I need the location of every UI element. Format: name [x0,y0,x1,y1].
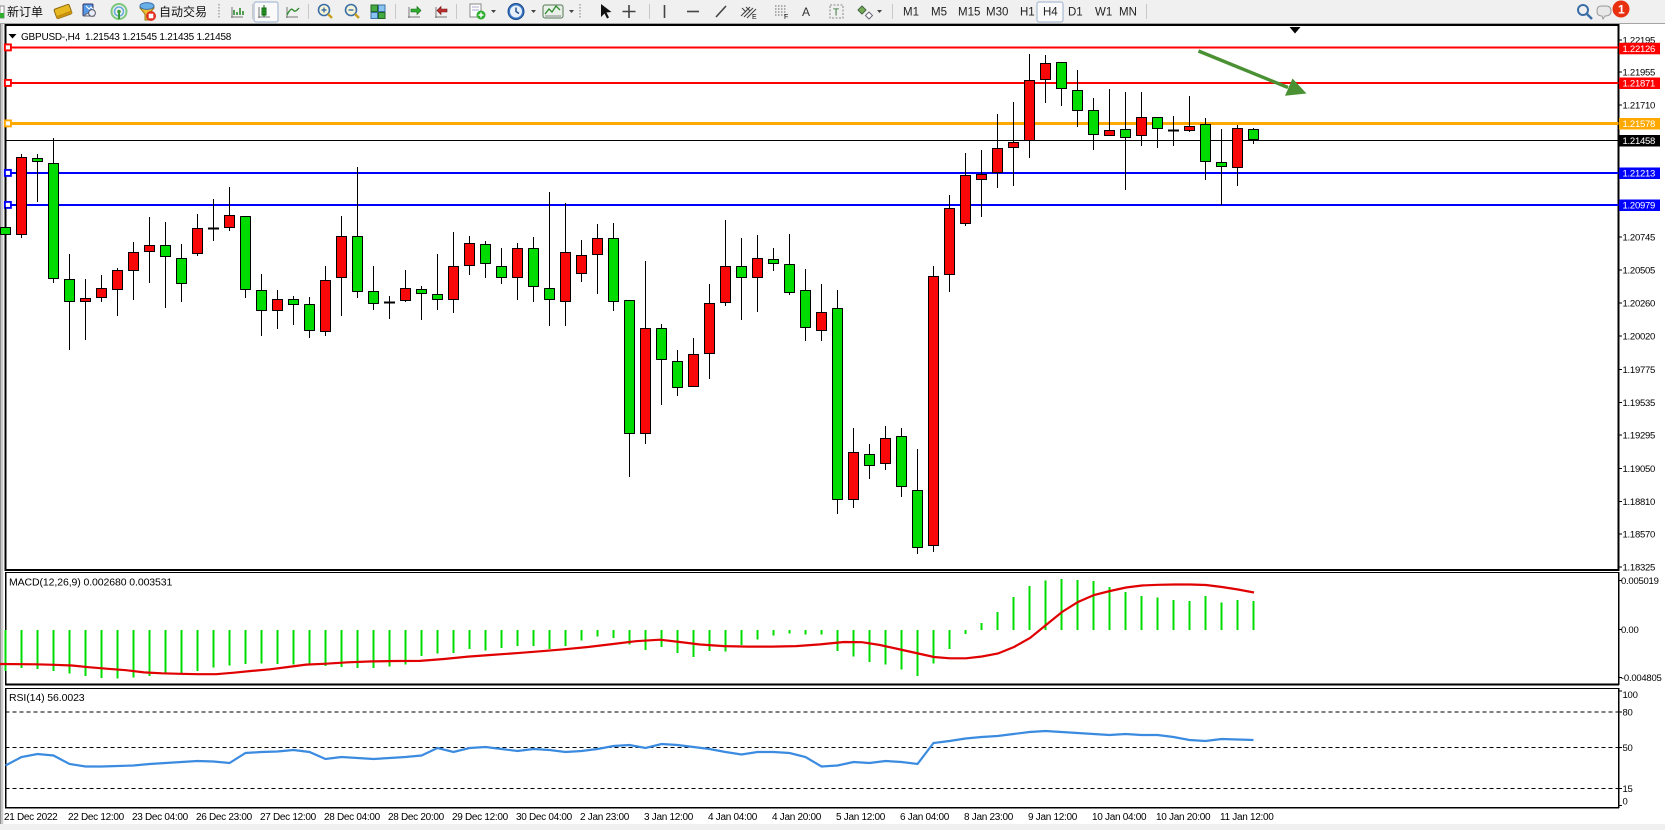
svg-text:H4: H4 [1043,7,1058,19]
svg-text:MACD(12,26,9) 0.002680 0.00353: MACD(12,26,9) 0.002680 0.003531 [9,577,173,589]
svg-text:10 Jan 04:00: 10 Jan 04:00 [1092,812,1147,823]
svg-text:1.19295: 1.19295 [1623,431,1656,442]
svg-text:H1: H1 [1020,7,1035,19]
svg-text:23 Dec 04:00: 23 Dec 04:00 [132,812,189,823]
svg-text:10 Jan 20:00: 10 Jan 20:00 [1156,812,1211,823]
svg-text:1.21710: 1.21710 [1623,101,1656,112]
svg-text:0.00: 0.00 [1621,625,1639,636]
svg-text:M5: M5 [931,7,947,19]
svg-text:4 Jan 04:00: 4 Jan 04:00 [708,812,758,823]
svg-text:22 Dec 12:00: 22 Dec 12:00 [68,812,125,823]
svg-text:5 Jan 12:00: 5 Jan 12:00 [836,812,886,823]
svg-text:A: A [802,5,810,19]
svg-text:2 Jan 23:00: 2 Jan 23:00 [580,812,630,823]
svg-text:1.18570: 1.18570 [1623,530,1656,541]
svg-text:21 Dec 2022: 21 Dec 2022 [4,812,58,823]
svg-text:6 Jan 04:00: 6 Jan 04:00 [900,812,950,823]
svg-text:28 Dec 04:00: 28 Dec 04:00 [324,812,381,823]
svg-text:8 Jan 23:00: 8 Jan 23:00 [964,812,1014,823]
svg-text:M30: M30 [986,7,1008,19]
svg-text:D1: D1 [1068,7,1083,19]
svg-text:9 Jan 12:00: 9 Jan 12:00 [1028,812,1078,823]
svg-text:T: T [833,8,839,19]
svg-text:1.20505: 1.20505 [1623,266,1656,277]
svg-text:1.21955: 1.21955 [1623,68,1656,79]
svg-text:0: 0 [1623,797,1628,808]
svg-text:1.19050: 1.19050 [1623,464,1656,475]
svg-text:1.20979: 1.20979 [1623,201,1656,212]
svg-text:W1: W1 [1095,7,1112,19]
svg-text:27 Dec 12:00: 27 Dec 12:00 [260,812,317,823]
svg-text:自动交易: 自动交易 [159,4,207,19]
svg-text:26 Dec 23:00: 26 Dec 23:00 [196,812,253,823]
svg-text:100: 100 [1623,690,1638,701]
svg-text:MN: MN [1119,7,1137,19]
svg-text:3 Jan 12:00: 3 Jan 12:00 [644,812,694,823]
svg-text:4 Jan 20:00: 4 Jan 20:00 [772,812,822,823]
svg-text:1.20020: 1.20020 [1623,332,1656,343]
svg-text:11 Jan 12:00: 11 Jan 12:00 [1220,812,1274,823]
svg-text:F: F [784,14,788,21]
svg-text:1.20260: 1.20260 [1623,299,1656,310]
svg-text:29 Dec 12:00: 29 Dec 12:00 [452,812,509,823]
svg-text:1.19775: 1.19775 [1623,365,1656,376]
svg-text:1.21578: 1.21578 [1623,119,1656,130]
svg-text:15: 15 [1623,784,1633,795]
svg-text:80: 80 [1623,708,1633,719]
svg-text:M1: M1 [903,7,919,19]
svg-text:28 Dec 20:00: 28 Dec 20:00 [388,812,445,823]
svg-text:30 Dec 04:00: 30 Dec 04:00 [516,812,573,823]
svg-text:1.22195: 1.22195 [1623,36,1656,47]
svg-text:1.21871: 1.21871 [1623,79,1656,90]
svg-text:1.19535: 1.19535 [1623,398,1656,409]
svg-text:1.21458: 1.21458 [1623,136,1656,147]
svg-text:1.22126: 1.22126 [1623,44,1656,55]
svg-text:1.18325: 1.18325 [1623,563,1656,574]
svg-text:-0.004805: -0.004805 [1621,673,1662,684]
svg-text:GBPUSD-,H4 1.21543 1.21545 1.: GBPUSD-,H4 1.21543 1.21545 1.21435 1.214… [21,32,232,43]
svg-text:E: E [752,14,757,21]
svg-text:1.20745: 1.20745 [1623,233,1656,244]
svg-text:1: 1 [1618,3,1625,17]
svg-text:0.005019: 0.005019 [1621,576,1659,587]
svg-text:1.18810: 1.18810 [1623,497,1656,508]
svg-text:RSI(14) 56.0023: RSI(14) 56.0023 [9,692,85,704]
svg-text:1.21213: 1.21213 [1623,169,1656,180]
svg-text:新订单: 新订单 [7,4,43,19]
svg-text:50: 50 [1623,743,1633,754]
svg-text:M15: M15 [958,7,980,19]
